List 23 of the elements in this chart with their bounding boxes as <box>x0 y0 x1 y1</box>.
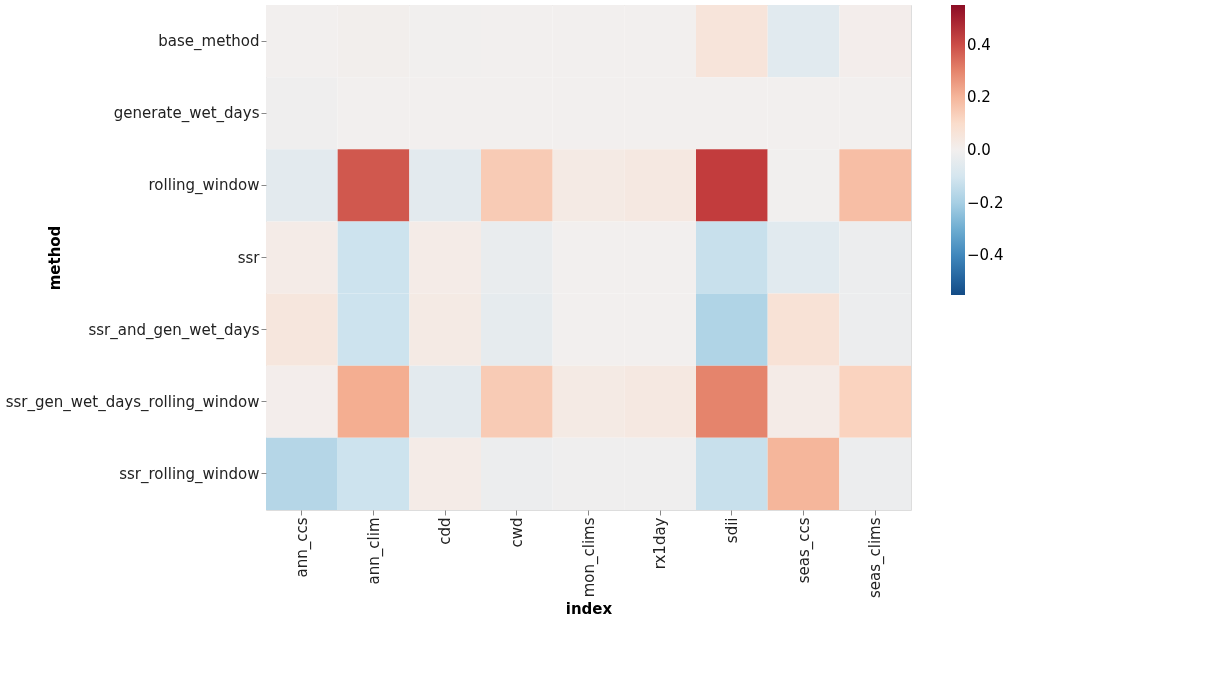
color-bar-label: 0.0 <box>967 141 991 159</box>
x-tick-label: rx1day <box>651 517 670 570</box>
x-tick-label: cdd <box>436 517 455 545</box>
x-tick-label: sdii <box>722 517 741 544</box>
color-bar-label: −0.4 <box>967 246 1004 265</box>
color-bar-label: 0.4 <box>967 35 991 54</box>
y-tick-label: base_method <box>158 32 260 52</box>
x-tick-label: mon_clims <box>579 517 599 598</box>
y-tick-label: rolling_window <box>148 176 260 196</box>
x-tick-label: ann_clim <box>364 517 384 585</box>
x-tick-label: ann_ccs <box>292 517 312 578</box>
y-tick-label: ssr <box>237 248 261 267</box>
x-tick-label: seas_clims <box>866 517 886 599</box>
x-tick-label: seas_ccs <box>794 517 814 584</box>
y-tick-label: generate_wet_days <box>113 104 260 124</box>
y-tick-label: ssr_gen_wet_days_rolling_window <box>5 392 260 412</box>
x-tick-label: cwd <box>507 517 526 548</box>
y-axis-title: method <box>45 225 64 291</box>
color-bar-label: −0.2 <box>967 193 1004 212</box>
y-tick-label: ssr_and_gen_wet_days <box>88 320 260 340</box>
y-tick-label: ssr_rolling_window <box>119 464 260 484</box>
color-bar-label: 0.2 <box>967 88 991 107</box>
x-axis-title: index <box>565 600 613 619</box>
